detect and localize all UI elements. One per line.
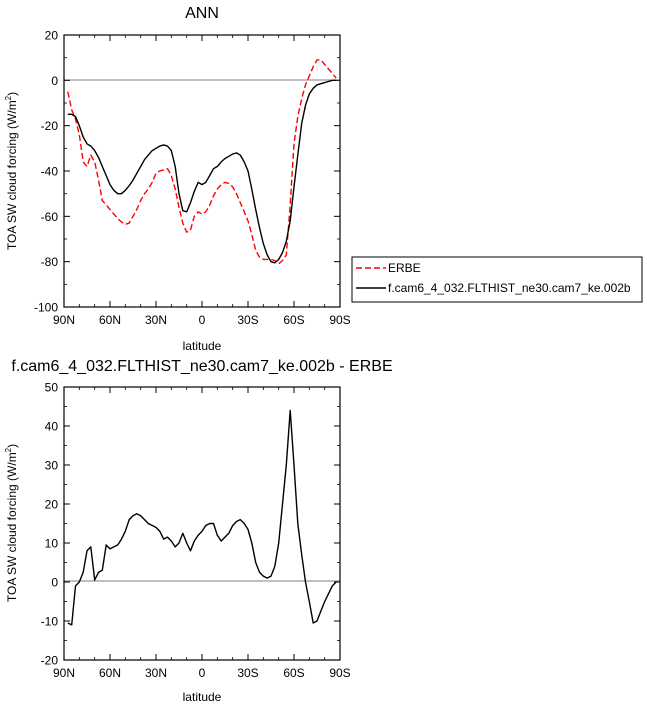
bottom-y-axis-label-main: TOA SW cloud forcing (W/m — [5, 452, 19, 602]
top-series-layer — [67, 59, 337, 265]
top-y-tick-label: -40 — [41, 165, 59, 179]
top-x-tick-label: 0 — [199, 313, 206, 327]
bottom-chart: f.cam6_4_032.FLTHIST_ne30.cam7_ke.002b -… — [4, 358, 393, 704]
bottom-y-ticks: 50 40 30 20 10 0 -10 -20 — [41, 381, 340, 668]
bottom-series-line-0 — [67, 409, 337, 626]
bottom-x-ticks: 90N 60N 30N 0 30S 60S 90S — [53, 387, 351, 680]
top-y-axis-label-tail: ) — [5, 92, 19, 96]
bottom-y-tick-label: -10 — [41, 615, 59, 629]
top-x-tick-label: 60S — [283, 313, 304, 327]
top-y-tick-label: -60 — [41, 210, 59, 224]
top-x-tick-label: 30N — [145, 313, 167, 327]
top-plot-frame — [63, 34, 341, 308]
bottom-y-tick-label: -20 — [41, 654, 59, 668]
bottom-x-tick-label: 90N — [53, 666, 75, 680]
top-y-tick-label: -80 — [41, 255, 59, 269]
top-y-tick-label: 0 — [51, 74, 58, 88]
top-y-tick-label: -20 — [41, 119, 59, 133]
top-x-tick-label: 90S — [329, 313, 350, 327]
bottom-x-tick-label: 0 — [199, 666, 206, 680]
bottom-y-tick-label: 50 — [45, 381, 59, 395]
bottom-x-tick-label: 30N — [145, 666, 167, 680]
top-chart: ANN 20 0 -20 -40 -60 -80 -100 90N 60N 30N 0 30S 60S… — [4, 5, 643, 353]
top-y-ticks: 20 0 -20 -40 -60 -80 -100 — [34, 29, 340, 315]
top-chart-title: ANN — [185, 5, 219, 22]
bottom-chart-title: f.cam6_4_032.FLTHIST_ne30.cam7_ke.002b -… — [11, 358, 392, 375]
top-x-tick-label: 90N — [53, 313, 75, 327]
top-x-axis-label: latitude — [183, 339, 222, 353]
top-y-axis-label-sup: 2 — [4, 95, 13, 100]
bottom-y-tick-label: 10 — [45, 537, 59, 551]
legend-label-model: f.cam6_4_032.FLTHIST_ne30.cam7_ke.002b — [388, 281, 631, 295]
bottom-series-layer — [67, 409, 337, 626]
bottom-x-axis-label: latitude — [183, 690, 222, 704]
bottom-y-axis-label-tail: ) — [5, 444, 19, 448]
bottom-plot-frame — [63, 386, 341, 661]
bottom-y-tick-label: 20 — [45, 498, 59, 512]
top-series-line-1 — [67, 79, 337, 264]
top-x-ticks: 90N 60N 30N 0 30S 60S 90S — [53, 35, 351, 327]
legend-label-erbe: ERBE — [388, 261, 421, 275]
legend-box — [351, 256, 643, 303]
top-y-axis-label-main: TOA SW cloud forcing (W/m — [5, 100, 19, 250]
top-y-tick-label: 20 — [45, 29, 59, 43]
bottom-y-tick-label: 0 — [51, 576, 58, 590]
bottom-y-tick-label: 30 — [45, 459, 59, 473]
top-series-line-0 — [67, 59, 337, 265]
top-x-tick-label: 60N — [99, 313, 121, 327]
bottom-y-axis-label-sup: 2 — [4, 447, 13, 452]
bottom-x-tick-label: 90S — [329, 666, 350, 680]
top-y-tick-label: -100 — [34, 301, 58, 315]
top-y-axis-label: TOA SW cloud forcing (W/m2) — [4, 92, 19, 250]
bottom-x-tick-label: 60N — [99, 666, 121, 680]
top-x-tick-label: 30S — [237, 313, 258, 327]
bottom-x-tick-label: 30S — [237, 666, 258, 680]
bottom-x-tick-label: 60S — [283, 666, 304, 680]
legend: ERBE f.cam6_4_032.FLTHIST_ne30.cam7_ke.0… — [351, 256, 643, 303]
bottom-y-axis-label: TOA SW cloud forcing (W/m2) — [4, 444, 19, 602]
bottom-y-tick-label: 40 — [45, 420, 59, 434]
